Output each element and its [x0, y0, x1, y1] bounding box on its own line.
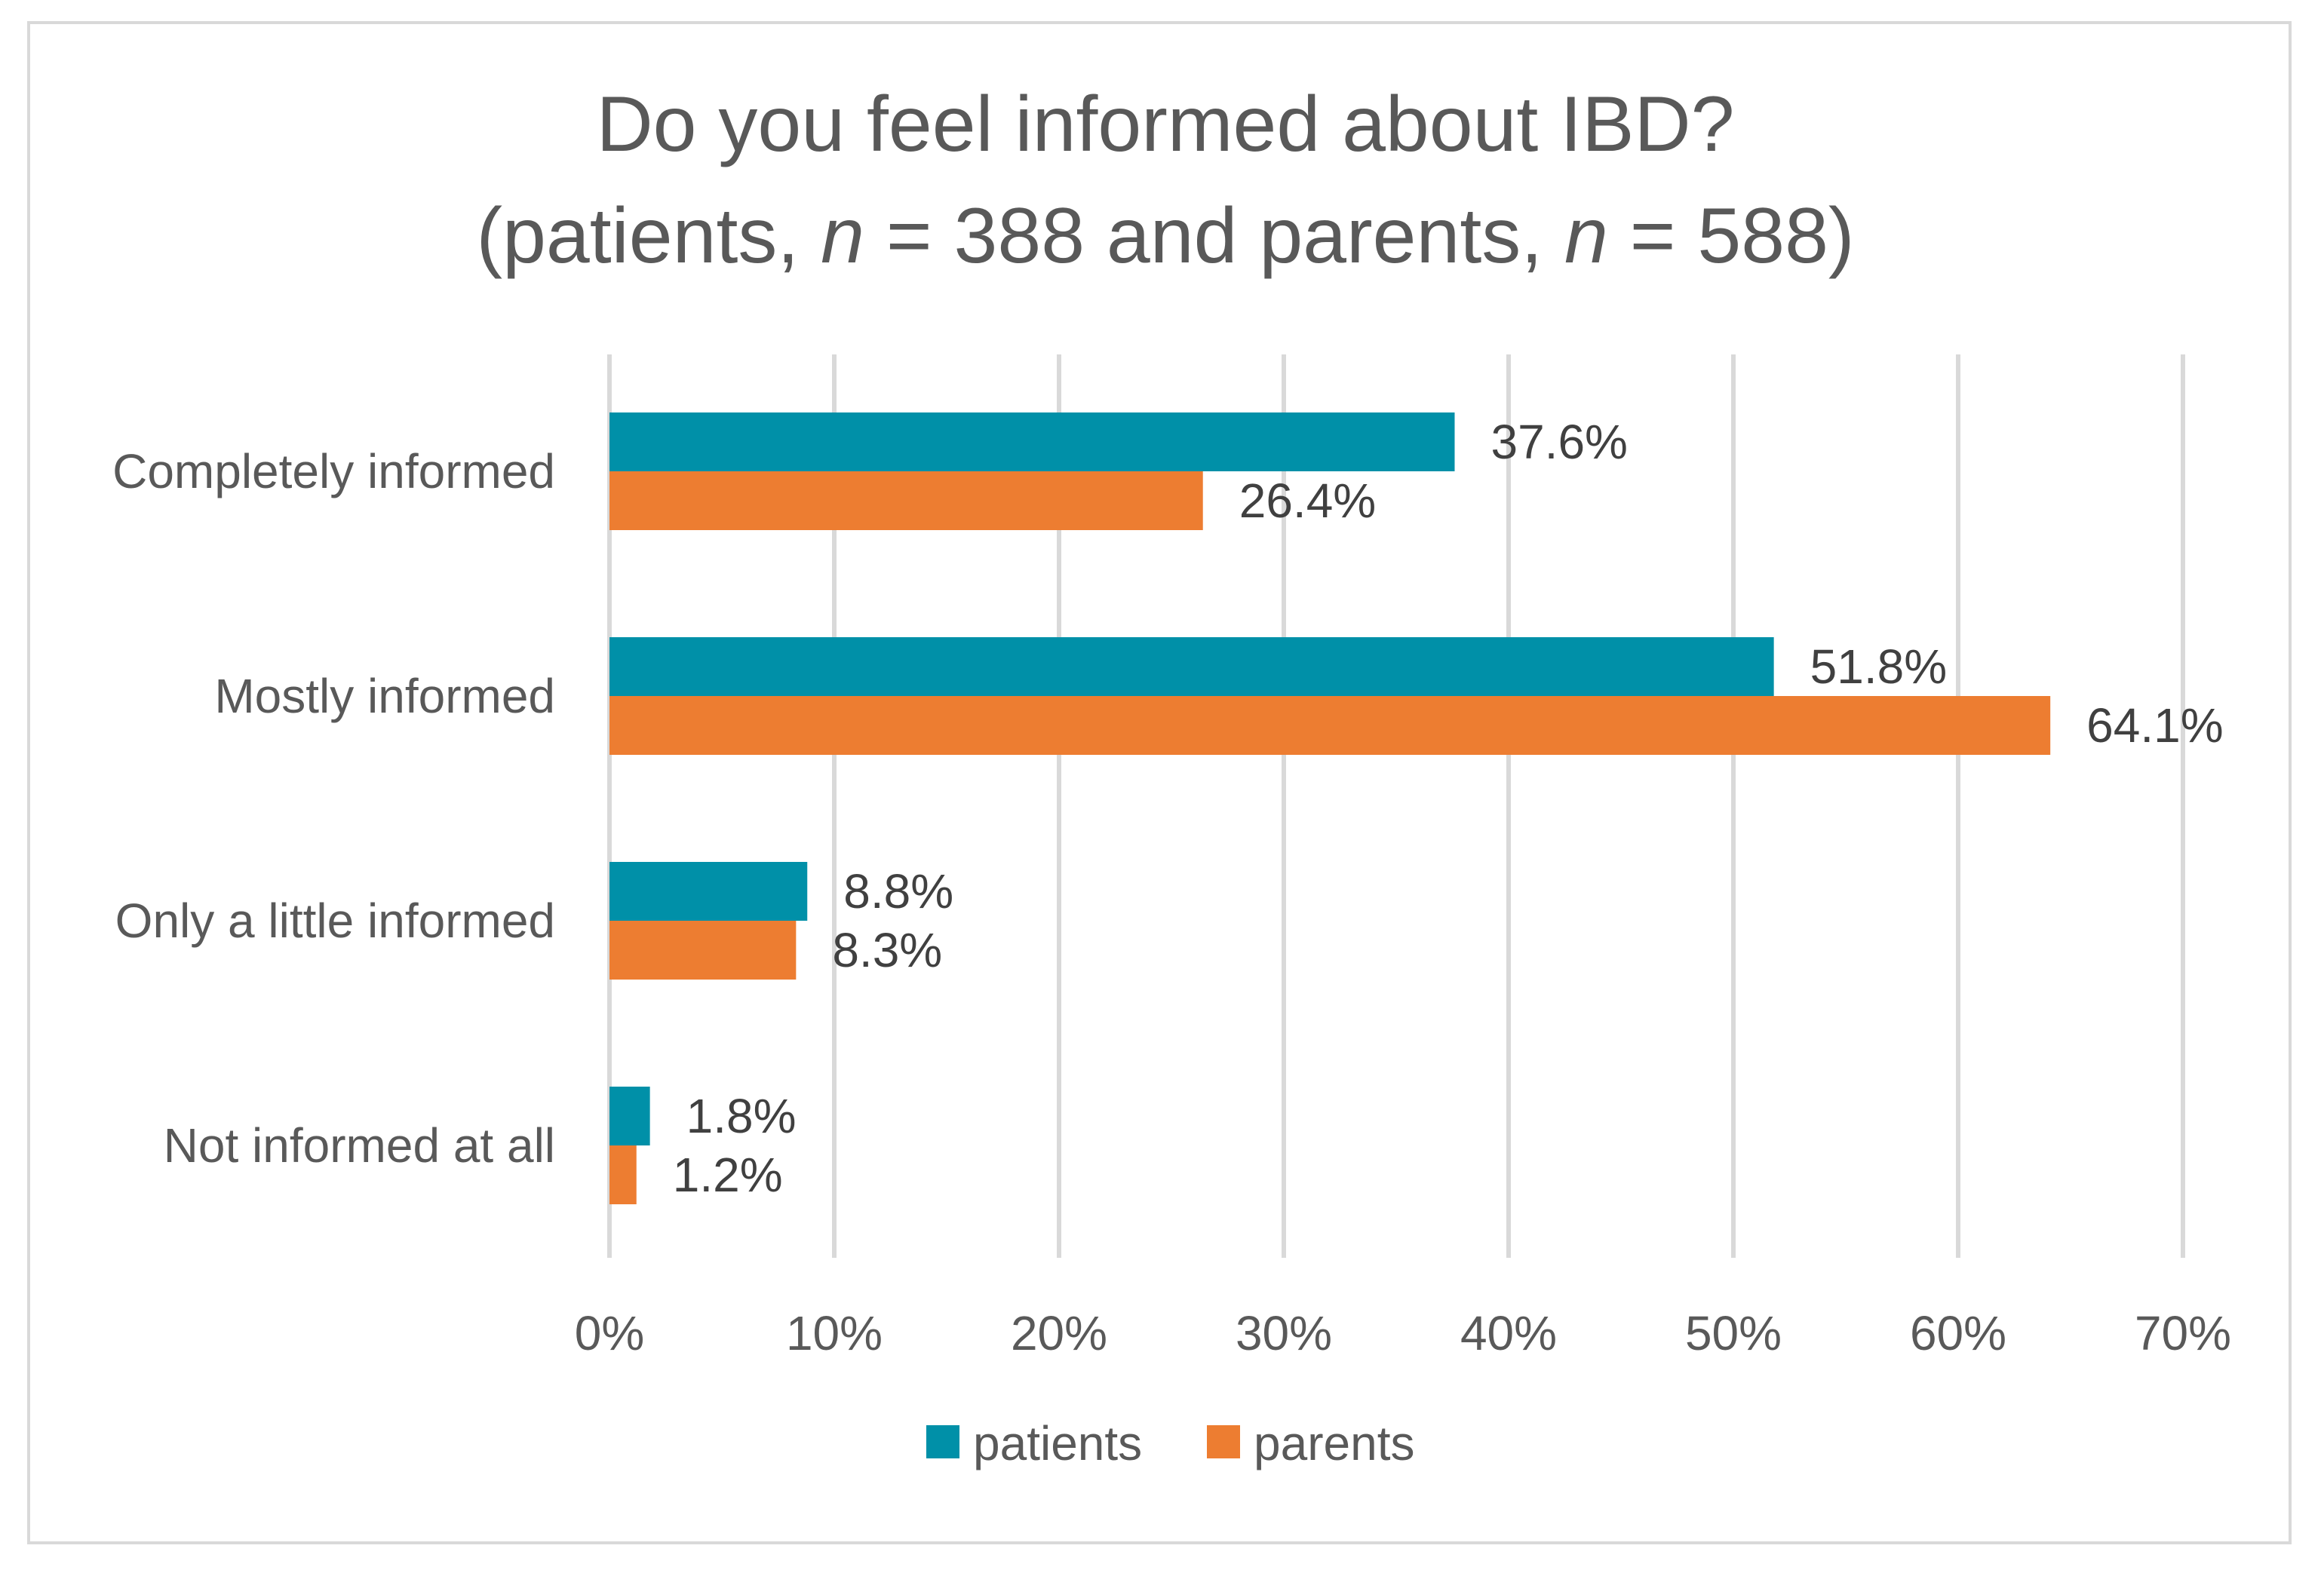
legend-swatch-patients [926, 1425, 959, 1458]
title-n1-rest: = 388 and parents, [864, 192, 1564, 280]
category-axis-labels: Completely informed Mostly informed Only a… [112, 444, 555, 1173]
x-tick-label-70: 70% [2135, 1306, 2231, 1360]
title-n2-rest: = 588) [1608, 192, 1855, 280]
bar-parents-1 [609, 696, 2051, 755]
x-tick-label-20: 20% [1011, 1306, 1107, 1360]
title-open: (patients, [476, 192, 821, 280]
title-n2-symbol: n [1564, 192, 1608, 280]
data-labels: 37.6% 26.4% 51.8% 64.1% 8.8%8.3% 1.8%1.2% [673, 415, 2224, 1202]
chart-title-line1: Do you feel informed about IBD? [597, 81, 1735, 168]
value-axis-labels: 0% 10% 20% 30% 40% 50% 60% 70% [575, 1306, 2231, 1360]
bar-parents-2 [609, 921, 797, 980]
x-tick-label-60: 60% [1910, 1306, 2006, 1360]
legend: patients parents [926, 1416, 1414, 1470]
data-label-patients-1: 51.8% [1810, 639, 1947, 694]
data-label-parents-2: 8.3% [832, 923, 942, 977]
category-label-0: Completely informed [112, 444, 555, 498]
bar-patients-1 [609, 637, 1774, 696]
bar-patients-3 [609, 1087, 650, 1145]
category-label-2: Only a little informed [115, 894, 555, 948]
x-tick-label-40: 40% [1460, 1306, 1557, 1360]
data-label-parents-3: 1.2% [673, 1148, 783, 1202]
bar-patients-0 [609, 412, 1455, 471]
legend-label-patients: patients [973, 1416, 1142, 1470]
legend-label-parents: parents [1254, 1416, 1414, 1470]
data-label-parents-0: 26.4% [1239, 474, 1376, 528]
x-tick-label-0: 0% [575, 1306, 645, 1360]
data-label-parents-1: 64.1% [2086, 698, 2223, 753]
data-label-patients-0: 37.6% [1490, 415, 1627, 469]
legend-swatch-parents [1207, 1425, 1240, 1458]
chart-title-line2: (patients, n = 388 and parents, n = 588) [476, 192, 1854, 280]
data-label-patients-2: 8.8% [843, 864, 953, 918]
bar-parents-0 [609, 471, 1203, 530]
chart-title: Do you feel informed about IBD? (patient… [476, 81, 1854, 280]
category-label-1: Mostly informed [214, 669, 555, 723]
x-tick-label-50: 50% [1685, 1306, 1782, 1360]
bar-parents-3 [609, 1145, 637, 1204]
bars [609, 412, 2051, 1204]
title-n1-symbol: n [821, 192, 864, 280]
x-tick-label-10: 10% [786, 1306, 883, 1360]
category-label-3: Not informed at all [164, 1118, 555, 1173]
data-label-patients-3: 1.8% [686, 1089, 797, 1143]
bar-patients-2 [609, 862, 808, 921]
chart-frame [27, 21, 2292, 1544]
x-tick-label-30: 30% [1236, 1306, 1332, 1360]
